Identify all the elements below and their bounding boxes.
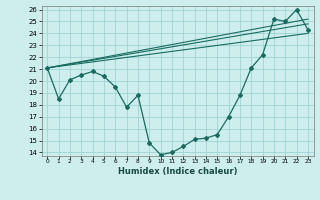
X-axis label: Humidex (Indice chaleur): Humidex (Indice chaleur)	[118, 167, 237, 176]
